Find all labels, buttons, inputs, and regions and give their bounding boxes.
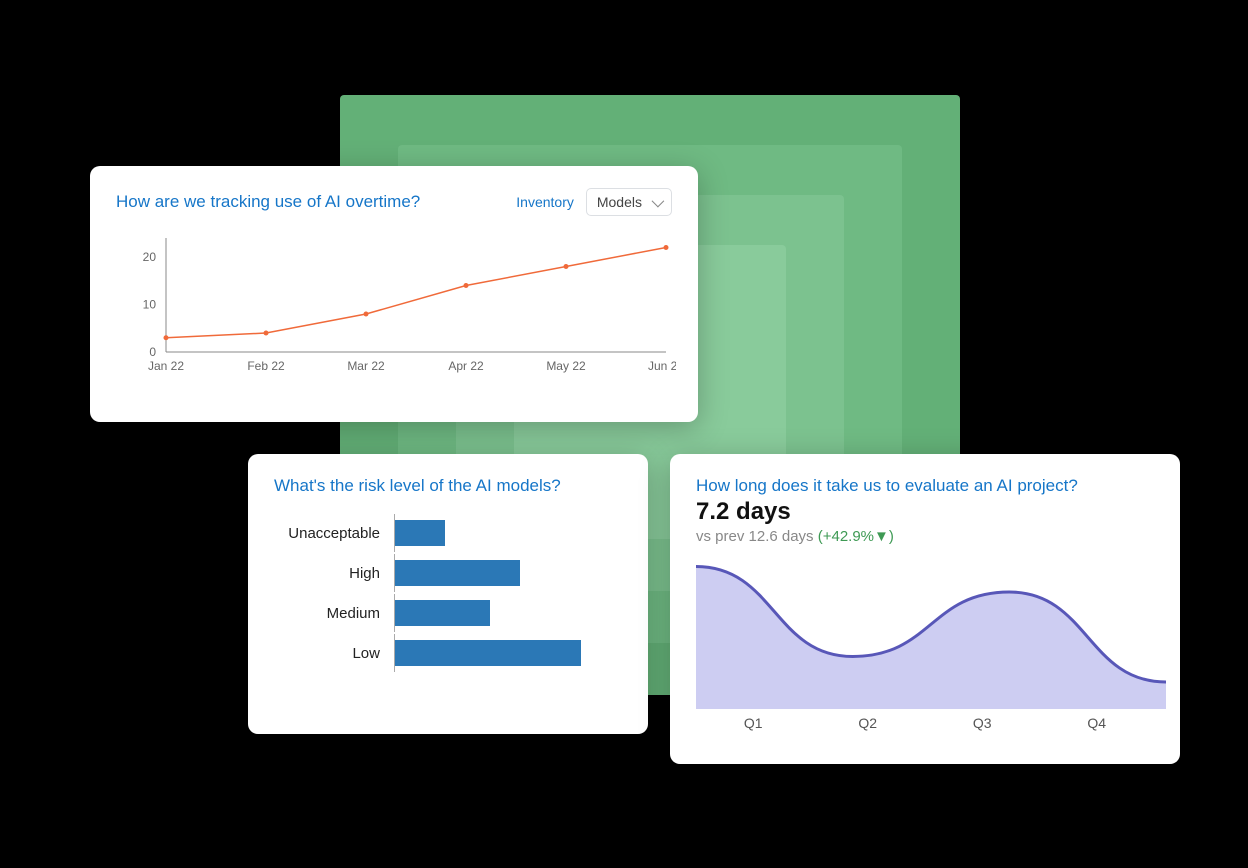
risk-bar-fill	[395, 560, 520, 586]
risk-bar-row: Medium	[274, 594, 622, 632]
models-select-value: Models	[597, 194, 642, 210]
eval-x-labels: Q1 Q2 Q3 Q4	[696, 715, 1154, 731]
tracking-card: How are we tracking use of AI overtime? …	[90, 166, 698, 422]
svg-text:20: 20	[143, 250, 157, 264]
eval-prev-value: 12.6 days	[749, 528, 818, 545]
svg-text:Jun 22: Jun 22	[648, 359, 676, 373]
risk-bar-row: Low	[274, 634, 622, 672]
risk-bar-fill	[395, 600, 490, 626]
inventory-label: Inventory	[516, 194, 574, 210]
eval-metric-delta: (+42.9%▼)	[818, 528, 894, 545]
risk-bar-track	[394, 514, 622, 552]
risk-bar-label: High	[274, 565, 394, 582]
svg-text:0: 0	[149, 345, 156, 359]
risk-bar-track	[394, 594, 622, 632]
svg-text:Feb 22: Feb 22	[247, 359, 285, 373]
chevron-down-icon	[652, 194, 665, 207]
risk-bar-label: Low	[274, 645, 394, 662]
tracking-card-title: How are we tracking use of AI overtime?	[116, 192, 420, 212]
eval-card: How long does it take us to evaluate an …	[670, 454, 1180, 764]
eval-metric-sub: vs prev 12.6 days (+42.9%▼)	[696, 528, 1154, 545]
svg-text:Jan 22: Jan 22	[148, 359, 184, 373]
risk-bar-chart: Unacceptable High Medium Low	[274, 514, 622, 672]
tracking-card-header: How are we tracking use of AI overtime? …	[116, 188, 672, 216]
eval-x-label: Q1	[744, 715, 763, 731]
eval-metric-value: 7.2 days	[696, 498, 1154, 526]
svg-text:Apr 22: Apr 22	[448, 359, 484, 373]
models-select[interactable]: Models	[586, 188, 672, 216]
eval-x-label: Q2	[858, 715, 877, 731]
risk-bar-fill	[395, 640, 581, 666]
svg-text:10: 10	[143, 298, 157, 312]
tracking-line-chart: 0 10 20 Jan 22 Feb 22 Mar 22 Apr 22 May 22 Jun 2…	[116, 228, 676, 378]
risk-bar-row: High	[274, 554, 622, 592]
risk-bar-fill	[395, 520, 445, 546]
eval-area-chart	[696, 559, 1166, 709]
eval-x-label: Q4	[1087, 715, 1106, 731]
risk-bar-track	[394, 554, 622, 592]
risk-bar-label: Medium	[274, 605, 394, 622]
risk-card: What's the risk level of the AI models? …	[248, 454, 648, 734]
risk-bar-track	[394, 634, 622, 672]
svg-text:Mar 22: Mar 22	[347, 359, 385, 373]
eval-prev-prefix: vs prev	[696, 528, 749, 545]
risk-card-title: What's the risk level of the AI models?	[274, 476, 622, 496]
risk-bar-label: Unacceptable	[274, 525, 394, 542]
svg-text:May 22: May 22	[546, 359, 586, 373]
risk-bar-row: Unacceptable	[274, 514, 622, 552]
eval-card-title: How long does it take us to evaluate an …	[696, 476, 1154, 496]
eval-x-label: Q3	[973, 715, 992, 731]
